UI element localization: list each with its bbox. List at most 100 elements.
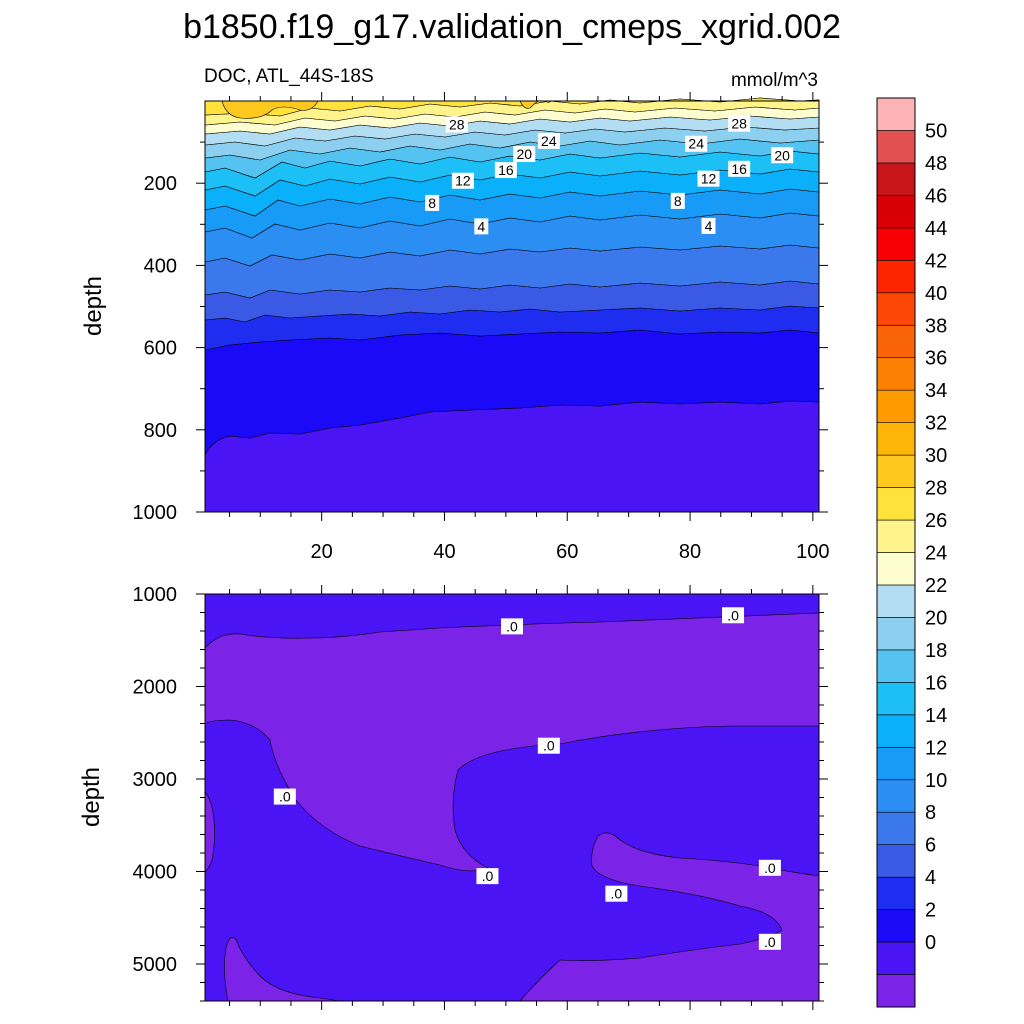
colorbar-swatch [876,682,916,716]
contour-label-box [474,218,489,235]
contour-label-box [771,147,794,164]
colorbar-swatch [876,519,916,553]
colorbar-frame [876,97,916,1008]
contour-label-box [273,788,296,805]
colorbar-label: 32 [925,413,947,435]
top-y-tick-label: 800 [144,420,177,442]
contour-label-text: 28 [449,116,465,132]
top-panel: DOC, ATL_44S-18S mmol/m^3 [80,66,830,563]
contour-label-box [605,885,628,902]
contour-label: 16 [494,162,517,179]
contour-label-text: 24 [688,136,704,152]
contour-label-box [445,116,468,133]
top-y-tick-label: 400 [144,255,177,277]
top-left-subtitle: DOC, ATL_44S-18S [204,66,374,87]
contour-label: 28 [445,116,468,133]
colorbar-swatch [876,97,916,131]
colorbar-swatch [876,292,916,326]
bottom-y-tick-label: 1000 [133,584,178,606]
contour-label: 20 [771,147,794,164]
bottom-region-light-b [519,832,820,1002]
colorbar-swatch [876,389,916,423]
colorbar-label: 12 [925,737,947,759]
contour-label: .0 [273,788,296,805]
contour-label-box [758,859,781,876]
contour-label: 8 [670,192,685,209]
contour-label-text: 16 [731,161,747,177]
top-y-tick-label: 200 [144,173,177,195]
colorbar-label: 8 [925,802,936,824]
contour-label-text: 8 [674,193,682,209]
figure-title: b1850.f19_g17.validation_cmeps_xgrid.002 [183,8,841,46]
contour-label-text: 12 [455,173,471,189]
colorbar-label: 22 [925,575,947,597]
colorbar: 5048464442403836343230282624222018161412… [876,97,947,1008]
bottom-contour-labels: .0 .0 .0 .0 .0 .0 .0 .0 [273,607,781,950]
contour-label-box [537,132,560,149]
contour-label-box [728,160,751,177]
colorbar-swatch [876,909,916,943]
contour-label: 28 [728,116,751,132]
colorbar-swatch [876,746,916,781]
contour-label-text: .0 [764,934,776,950]
colorbar-label: 4 [925,867,936,889]
contour-label-box [670,192,685,209]
bottom-y-tick-label: 3000 [133,769,178,791]
colorbar-swatch [876,974,916,1008]
contour-label-text: 8 [428,195,436,211]
contour-label-text: 20 [516,146,532,162]
colorbar-label: 34 [925,380,947,402]
contour-label: 8 [425,194,440,211]
colorbar-swatch [876,487,916,521]
contour-label-box [685,135,708,152]
top-y-axis-label: depth [80,276,107,336]
contour-label-text: .0 [764,860,776,876]
bottom-y-tick-label: 5000 [133,954,178,976]
colorbar-swatch [876,649,916,683]
colorbar-label: 48 [925,153,947,175]
colorbar-label: 26 [925,510,947,532]
colorbar-swatch [876,876,916,910]
top-x-tick-label: 60 [556,541,578,563]
colorbar-swatch [876,162,916,196]
contour-label: .0 [537,737,560,754]
contour-label: 20 [513,146,536,163]
contour-label-text: 28 [731,116,747,132]
contour-label-text: .0 [543,738,555,754]
contour-label: .0 [722,607,745,624]
bottom-y-axis-label: depth [78,767,105,827]
contour-label-text: .0 [727,607,739,623]
colorbar-swatch [876,584,916,618]
contour-label-text: .0 [279,789,291,805]
colorbar-label: 38 [925,315,947,337]
top-axis: 200 400 600 800 1000 20 40 60 80 100 [133,92,830,563]
top-x-tick-label: 100 [796,541,829,563]
colorbar-label: 28 [925,478,947,500]
contour-label: 4 [701,217,716,234]
contour-label-text: 4 [477,218,485,234]
contour-label-box [451,172,474,189]
colorbar-swatch [876,454,916,488]
colorbar-swatch [876,260,916,294]
bottom-y-tick-label: 2000 [133,677,178,699]
colorbar-label: 44 [925,218,947,240]
top-patch-30-a [221,100,319,119]
colorbar-label: 0 [925,932,936,954]
contour-label: .0 [758,859,781,876]
colorbar-label: 46 [925,185,947,207]
colorbar-label: 10 [925,770,947,792]
colorbar-label: 14 [925,705,947,727]
top-x-tick-label: 40 [433,541,455,563]
contour-label: .0 [476,868,499,885]
colorbar-label: 40 [925,283,947,305]
bottom-axis: 1000 2000 3000 4000 5000 [133,584,828,1010]
top-x-tick-label: 80 [679,541,701,563]
contour-label-text: 24 [541,133,557,149]
colorbar-swatch [876,617,916,651]
bottom-panel: .0 .0 .0 .0 .0 .0 .0 .0 depth 1000 2000 3000 4000 5… [78,584,828,1010]
contour-label-text: 16 [498,162,514,178]
top-x-tick-label: 20 [311,541,333,563]
